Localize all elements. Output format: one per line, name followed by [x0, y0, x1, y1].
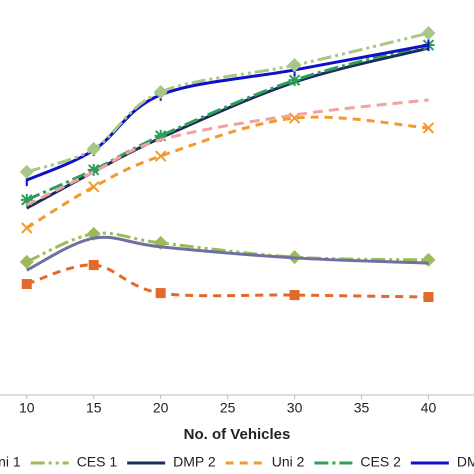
marker: [288, 74, 301, 87]
series-line: [26, 235, 429, 272]
marker: [86, 141, 101, 156]
marker: [422, 122, 435, 134]
marker: [19, 254, 34, 269]
legend-label: DMP 2: [173, 454, 216, 470]
legend-label: Uni 1: [0, 454, 21, 470]
marker: [88, 260, 99, 271]
series-line: [26, 43, 429, 202]
marker: [421, 26, 436, 41]
series-line: [26, 46, 429, 210]
legend-label: Uni 2: [272, 454, 305, 470]
marker: [153, 85, 168, 100]
series-line: [25, 115, 429, 230]
marker: [154, 150, 167, 162]
marker: [154, 129, 167, 142]
marker: [87, 163, 100, 176]
x-tick-label: 30: [287, 400, 303, 416]
series-line: [26, 98, 429, 207]
marker: [88, 181, 100, 193]
x-tick-label: 35: [354, 400, 370, 416]
x-tick-label: 20: [153, 400, 169, 416]
marker: [20, 193, 33, 206]
marker: [21, 279, 32, 290]
marker: [289, 290, 300, 301]
x-tick-label: 10: [19, 400, 35, 416]
x-tick-label: 40: [421, 400, 437, 416]
marker: [423, 292, 434, 303]
x-tick-label: 25: [220, 400, 236, 416]
legend-label: CES 1: [77, 454, 118, 470]
marker: [21, 222, 33, 234]
marker: [287, 58, 302, 73]
legend-label: DMP 3: [457, 454, 474, 470]
series-line: [26, 231, 429, 264]
legend-label: CES 2: [360, 454, 401, 470]
marker: [155, 288, 166, 299]
marker: [19, 164, 34, 179]
series-line: [26, 31, 429, 174]
series-line: [26, 43, 429, 182]
x-axis-title: No. of Vehicles: [184, 426, 291, 443]
marker: [421, 252, 436, 267]
series-line: [26, 263, 429, 299]
x-tick-label: 15: [86, 400, 102, 416]
